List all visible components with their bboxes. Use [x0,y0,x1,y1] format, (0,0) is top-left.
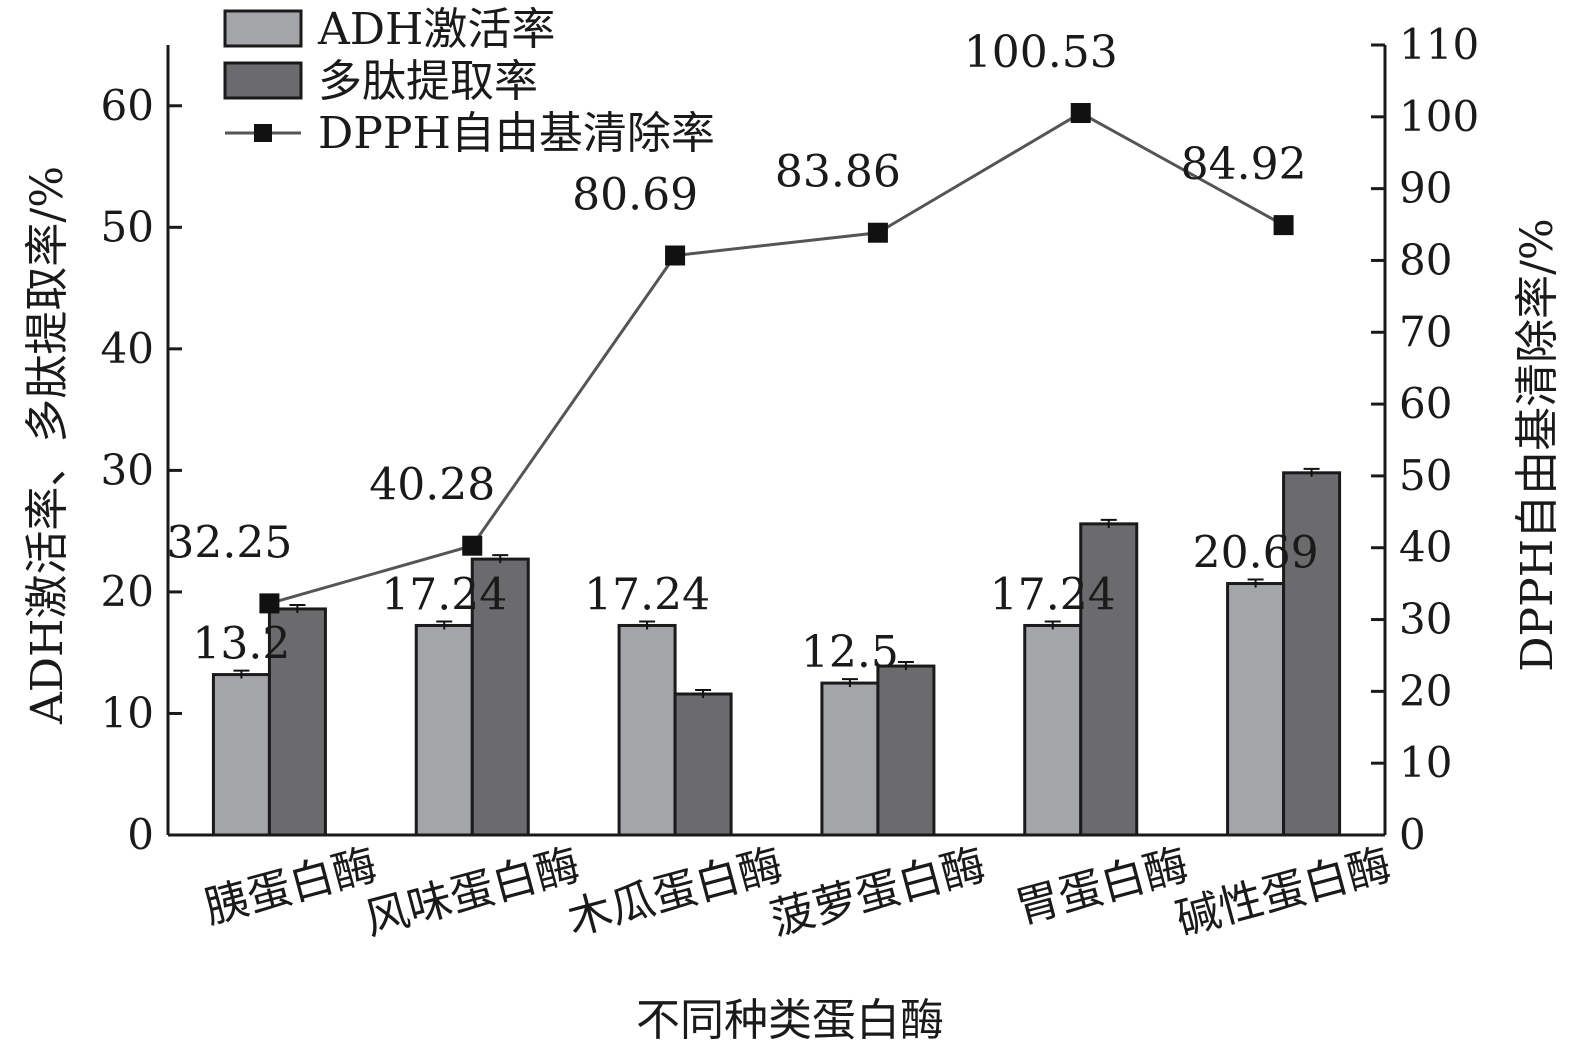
dpph-point-1 [462,535,483,556]
legend-swatch-adh [223,9,303,48]
dpph-value-label-3: 83.86 [775,147,901,198]
y-left-tick-label-1: 10 [101,688,154,737]
dpph-point-2 [665,245,686,266]
bar-adh-4 [1023,623,1083,837]
y-right-tick-label-10: 100 [1399,92,1479,141]
bar-peptide-0 [267,607,327,837]
legend-label-peptide: 多肽提取率 [318,56,538,107]
dpph-point-4 [1070,103,1091,124]
legend-label-adh: ADH激活率 [317,4,555,55]
legend: ADH激活率 多肽提取率 DPPH自由基清除率 [223,4,715,159]
x-tick-label-5: 碱性蛋白酶 [1171,839,1397,945]
y-right-tick-label-4: 40 [1399,523,1452,572]
y-axis-right-title: DPPH自由基清除率/% [1512,218,1563,672]
bar-peptide-3 [876,664,936,837]
bar-adh-3 [820,681,880,837]
y-right-tick-label-1: 10 [1399,738,1452,787]
adh-value-label-2: 17.24 [584,569,710,620]
dpph-value-label-4: 100.53 [964,27,1118,78]
y-left-tick-label-5: 50 [101,202,154,251]
dpph-value-label-1: 40.28 [369,460,495,511]
dpph-series-line [269,111,1285,605]
bar-adh-0 [211,673,271,837]
y-left-tick-label-3: 30 [101,445,154,494]
y-right-tick-label-7: 70 [1399,307,1452,356]
y-right-tick-label-9: 90 [1399,164,1452,213]
adh-value-label-4: 17.24 [990,569,1116,620]
bar-adh-5 [1226,582,1286,837]
x-tick-label-0: 胰蛋白酶 [199,839,382,934]
y-right-tick-label-3: 30 [1399,595,1452,644]
labels-layer: 13.2 17.24 17.24 12.5 17.24 20.69 32.25 40.28 80… [166,27,1318,678]
bar-adh-2 [617,623,677,837]
y-right-tick-label-11: 110 [1399,20,1479,69]
adh-value-label-3: 12.5 [801,627,899,678]
y-axis-left-title: ADH激活率、多肽提取率/% [22,166,73,725]
y-right-tick-label-8: 80 [1399,235,1452,284]
adh-value-label-1: 17.24 [381,569,507,620]
dpph-value-label-0: 32.25 [166,517,292,568]
dpph-value-label-2: 80.69 [572,169,698,220]
line-layer [259,103,1294,614]
y-left-tick-label-4: 40 [101,324,154,373]
dpph-point-5 [1273,215,1294,236]
adh-value-label-5: 20.69 [1193,528,1319,579]
adh-value-label-0: 13.2 [192,619,290,670]
x-axis-title: 不同种类蛋白酶 [636,995,944,1046]
x-tick-label-3: 菠萝蛋白酶 [765,839,991,945]
dpph-value-label-5: 84.92 [1181,139,1307,190]
y-right-tick-label-2: 20 [1399,666,1452,715]
dpph-point-0 [259,593,280,614]
bar-peptide-1 [470,557,530,837]
x-tick-label-4: 胃蛋白酶 [1010,839,1193,934]
dpph-point-3 [867,222,888,243]
y-left-tick-label-0: 0 [127,810,154,859]
legend-marker-dpph [254,124,272,142]
legend-label-dpph: DPPH自由基清除率 [318,108,715,159]
y-left-tick-label-2: 20 [101,567,154,616]
legend-swatch-peptide [223,61,303,100]
x-tick-label-2: 木瓜蛋白酶 [562,839,788,945]
y-right-tick-label-6: 60 [1399,379,1452,428]
bar-peptide-2 [673,692,733,837]
x-tick-label-1: 风味蛋白酶 [359,839,585,945]
bars-layer [211,467,1342,837]
bar-adh-1 [414,623,474,837]
y-left-tick-label-6: 60 [101,81,154,130]
y-right-tick-label-5: 50 [1399,451,1452,500]
y-right-tick-label-0: 0 [1399,810,1426,859]
